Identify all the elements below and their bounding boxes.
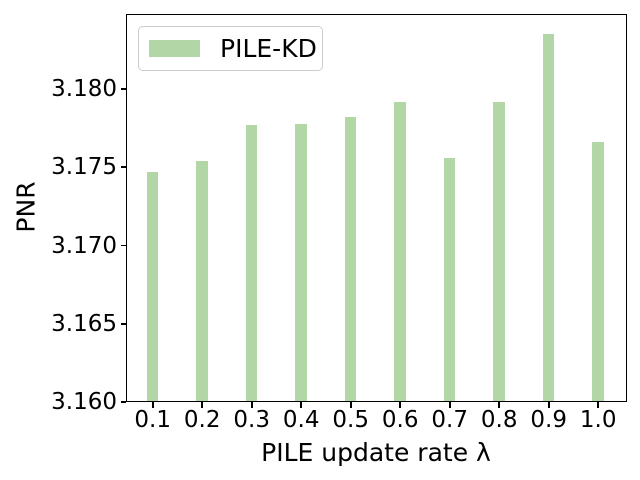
legend: PILE-KD	[138, 26, 323, 71]
x-tick-0.9	[547, 402, 550, 408]
y-tick-label-3.180: 3.180	[51, 76, 117, 103]
bar-0.3	[245, 125, 258, 402]
x-tick-label-0.9: 0.9	[530, 407, 567, 433]
legend-label: PILE-KD	[220, 34, 317, 63]
x-tick-label-0.8: 0.8	[480, 407, 518, 433]
y-tick-3.180	[120, 88, 126, 90]
y-tick-label-3.175: 3.175	[51, 154, 117, 181]
x-tick-0.3	[250, 402, 253, 408]
y-tick-3.165	[120, 322, 126, 325]
y-axis-label: PNR	[11, 181, 41, 233]
plot-area	[126, 14, 627, 402]
bar-0.1	[146, 172, 159, 402]
x-tick-label-0.5: 0.5	[332, 407, 369, 433]
x-tick-0.6	[399, 402, 402, 408]
x-tick-label-0.3: 0.3	[233, 407, 270, 433]
bar-0.8	[493, 101, 505, 402]
x-tick-label-0.6: 0.6	[381, 407, 419, 433]
x-tick-0.7	[448, 402, 451, 408]
bar-0.7	[443, 157, 456, 402]
bar-0.9	[542, 34, 555, 402]
y-tick-label-3.165: 3.165	[51, 310, 117, 337]
x-tick-0.8	[498, 402, 501, 408]
x-tick-label-0.1: 0.1	[134, 407, 171, 433]
bar-0.2	[196, 161, 208, 402]
x-tick-label-0.7: 0.7	[431, 407, 468, 433]
x-axis-label: PILE update rate λ	[261, 438, 491, 467]
y-tick-label-3.170: 3.170	[51, 232, 117, 259]
y-tick-3.170	[120, 244, 126, 247]
y-tick-label-3.160: 3.160	[51, 389, 117, 415]
y-tick-3.160	[120, 401, 126, 403]
legend-swatch	[149, 40, 200, 57]
bar-0.6	[394, 101, 406, 402]
bar-1.0	[592, 142, 604, 402]
x-tick-0.1	[151, 402, 154, 408]
x-tick-0.5	[349, 402, 352, 408]
x-tick-label-0.2: 0.2	[183, 407, 221, 433]
x-tick-0.4	[300, 402, 303, 408]
x-tick-0.2	[201, 402, 204, 408]
bar-0.5	[344, 117, 357, 402]
x-tick-label-1.0: 1.0	[579, 407, 617, 433]
x-tick-1.0	[597, 402, 600, 408]
y-tick-3.175	[120, 166, 126, 169]
x-tick-label-0.4: 0.4	[282, 407, 320, 433]
bar-0.4	[295, 123, 307, 402]
